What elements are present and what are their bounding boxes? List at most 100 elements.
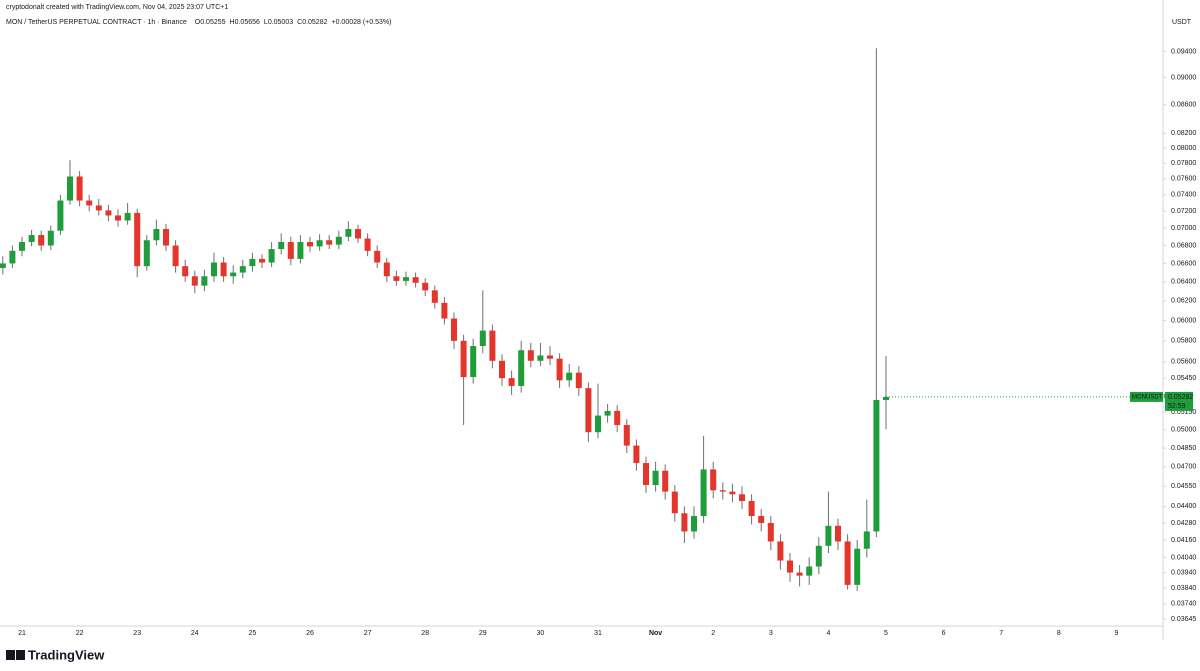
y-tick-label: 0.07800 (1171, 160, 1196, 167)
price-tag-value: 0.05282 (1168, 394, 1193, 401)
candle-body (153, 229, 160, 241)
candle-body (825, 525, 832, 546)
y-tick-label: 0.06600 (1171, 260, 1196, 267)
candle-body (748, 500, 755, 517)
x-tick-label: Nov (649, 630, 662, 637)
ohlc-value: 0.05003 (268, 19, 293, 26)
ohlc-key: H (230, 19, 235, 26)
y-tick-label: 0.04040 (1171, 554, 1196, 561)
candle-body (691, 516, 697, 532)
candle-body (76, 176, 83, 201)
y-tick-label: 0.05600 (1171, 359, 1196, 366)
candle-body (364, 238, 371, 251)
ohlc-value: 0.05282 (302, 19, 327, 26)
price-change: +0.00028 (+0.53%) (332, 19, 392, 26)
y-tick-label: 0.04700 (1171, 464, 1196, 471)
candle-body (28, 235, 35, 243)
brand: TradingView (28, 647, 105, 662)
candle-body (239, 266, 246, 273)
candle-body (57, 200, 64, 231)
candle-body (873, 399, 880, 532)
candle-body (700, 469, 707, 517)
symbol-title: MON / TetherUS PERPETUAL CONTRACT · 1h ·… (6, 19, 187, 26)
candle-body (508, 378, 515, 386)
y-tick-label: 0.04280 (1171, 520, 1196, 527)
y-tick-label: 0.06000 (1171, 317, 1196, 324)
y-tick-label: 0.07400 (1171, 192, 1196, 199)
logo-mark (6, 650, 15, 660)
candle-body (115, 215, 121, 221)
candle-body (259, 258, 265, 263)
candle-body (614, 410, 621, 426)
x-tick-label: 3 (769, 630, 773, 637)
y-tick-label: 0.09400 (1171, 48, 1196, 55)
candle-body (623, 425, 630, 446)
x-tick-label: 28 (421, 630, 429, 637)
candle-body (95, 205, 102, 211)
logo-mark (16, 650, 25, 660)
candle-body (758, 516, 765, 523)
candle-body (451, 318, 457, 341)
candle-body (297, 242, 304, 259)
candle-body (518, 350, 525, 386)
y-tick-label: 0.05000 (1171, 427, 1196, 434)
y-tick-label: 0.04160 (1171, 537, 1196, 544)
candle-body (556, 358, 563, 381)
x-tick-label: 21 (18, 630, 26, 637)
symbol-tag-bg (1130, 391, 1163, 402)
candle-body (182, 266, 189, 277)
candle-body (547, 355, 553, 359)
symbol-tag: MONUSDT.P (1132, 394, 1167, 400)
candle-body (787, 560, 793, 573)
candle-body (604, 410, 611, 416)
y-tick-label: 0.05450 (1171, 375, 1196, 382)
candle-body (431, 290, 438, 303)
candle-body (230, 272, 237, 277)
candle-body (739, 494, 745, 501)
ohlc-value: 0.05255 (200, 19, 225, 26)
y-tick-label: 0.07600 (1171, 176, 1196, 183)
candle-body (835, 525, 841, 542)
x-tick-label: 27 (364, 630, 372, 637)
x-tick-label: 23 (133, 630, 141, 637)
x-tick-label: 9 (1114, 630, 1118, 637)
candle-body (47, 230, 54, 246)
candle-body (163, 229, 169, 246)
candle-body (883, 396, 889, 400)
candle-body (460, 340, 467, 378)
price-tag: MONUSDT.P 0.05282 52:59 (886, 391, 1193, 411)
y-tick-label: 0.03940 (1171, 569, 1196, 576)
candle-body (393, 276, 400, 281)
candle-body (19, 242, 25, 251)
candle-body (422, 282, 429, 291)
candle-body (105, 210, 112, 216)
candle-body (134, 212, 141, 267)
candle-body (412, 277, 419, 283)
candle-body (863, 531, 870, 549)
candle-body (652, 470, 659, 485)
candle-body (470, 346, 477, 378)
currency-label: USDT (1172, 19, 1192, 26)
candle-body (671, 491, 678, 514)
candle-body (249, 258, 256, 267)
candle-body (479, 330, 486, 347)
y-tick-label: 0.03645 (1171, 616, 1196, 623)
candle-body (729, 491, 736, 495)
candle-body (9, 250, 16, 264)
y-tick-label: 0.08000 (1171, 145, 1196, 152)
x-tick-label: 31 (594, 630, 602, 637)
y-tick-label: 0.04850 (1171, 445, 1196, 452)
candle-body (38, 235, 45, 246)
candle-body (806, 566, 813, 576)
candle-body (633, 445, 640, 464)
candle-body (316, 240, 323, 247)
x-tick-label: 8 (1057, 630, 1061, 637)
candle-body (86, 200, 93, 206)
countdown: 52:59 (1168, 403, 1186, 410)
candle-body (719, 490, 726, 492)
candle-body (124, 212, 131, 221)
candle-body (662, 470, 669, 492)
y-tick-label: 0.09000 (1171, 74, 1196, 81)
candle-body (383, 262, 390, 277)
price-tag-bg (1165, 391, 1193, 411)
